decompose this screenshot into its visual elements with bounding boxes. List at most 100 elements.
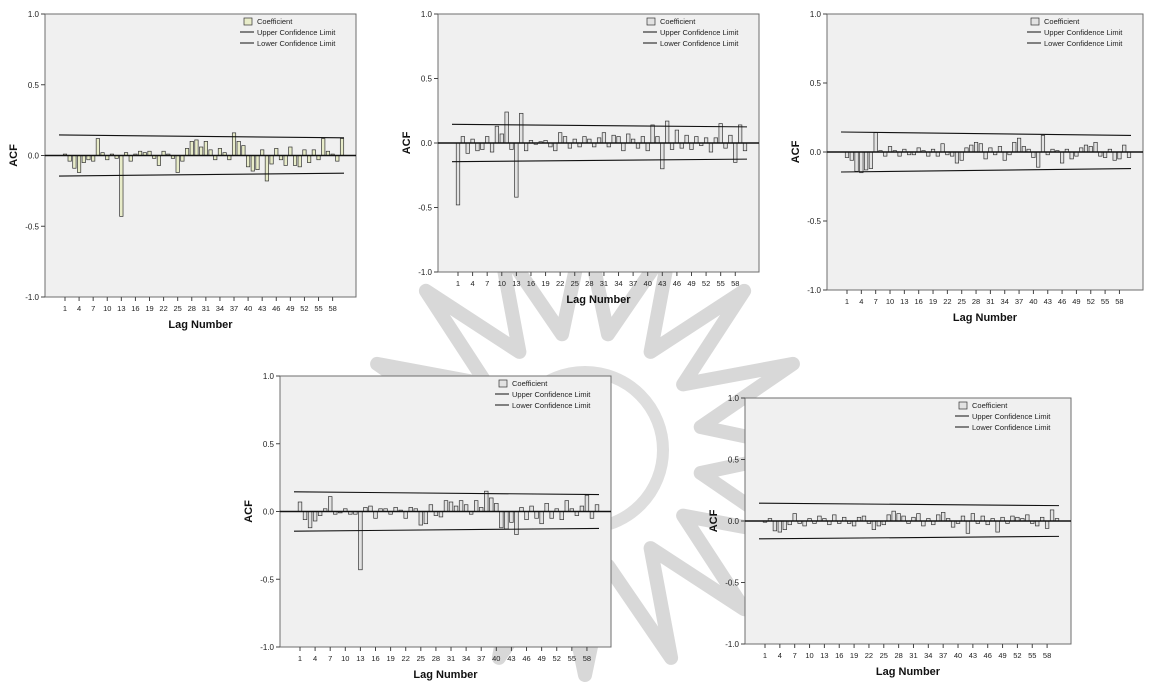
upper-confidence-line bbox=[451, 123, 748, 128]
x-tick-label: 22 bbox=[865, 651, 873, 660]
x-tick-label: 1 bbox=[845, 297, 849, 306]
acf-bar bbox=[579, 505, 585, 512]
x-tick-label: 58 bbox=[1115, 297, 1123, 306]
y-tick-label: 1.0 bbox=[810, 10, 822, 19]
y-tick-label: 1.0 bbox=[263, 372, 275, 381]
acf-bar bbox=[1044, 520, 1050, 529]
x-tick-label: 37 bbox=[629, 279, 637, 288]
legend-label-upper: Upper Confidence Limit bbox=[972, 412, 1051, 421]
acf-bar bbox=[489, 142, 495, 153]
acf-bar bbox=[539, 511, 544, 525]
acf-bar bbox=[297, 155, 302, 168]
legend-label-coefficient: Coefficient bbox=[1044, 17, 1080, 26]
y-axis-label: ACF bbox=[401, 131, 413, 154]
x-tick-label: 28 bbox=[894, 651, 902, 660]
acf-bar bbox=[621, 142, 626, 152]
acf-bar bbox=[626, 133, 631, 144]
acf-bar bbox=[960, 515, 966, 522]
acf-bar bbox=[887, 146, 893, 153]
acf-plot-svg: 1.0 0.5 0.0 -0.5 -1.0 1 4 7 10 13 16 19 22 25 28 31 34 37… bbox=[790, 10, 1144, 324]
x-tick-label: 37 bbox=[230, 304, 238, 313]
acf-bar bbox=[241, 145, 246, 156]
lower-confidence-line bbox=[58, 172, 345, 177]
acf-bar bbox=[264, 155, 269, 182]
x-tick-label: 49 bbox=[537, 654, 545, 663]
acf-bar bbox=[91, 155, 96, 162]
acf-bar bbox=[553, 142, 558, 152]
acf-bar bbox=[868, 151, 873, 169]
acf-bar bbox=[582, 136, 587, 144]
x-tick-label: 34 bbox=[614, 279, 622, 288]
x-axis-label: Lag Number bbox=[413, 669, 478, 681]
acf-bar bbox=[689, 142, 694, 150]
acf-bar bbox=[954, 151, 960, 164]
acf-bar bbox=[584, 494, 590, 512]
x-tick-label: 13 bbox=[512, 279, 520, 288]
acf-chart-1: 1.0 0.5 0.0 -0.5 -1.0 1 4 7 10 13 16 19 22 25 28 31 34 37… bbox=[5, 8, 370, 345]
x-tick-label: 10 bbox=[103, 304, 111, 313]
y-axis-label: ACF bbox=[243, 500, 255, 523]
lower-confidence-line bbox=[840, 168, 1132, 173]
x-tick-label: 19 bbox=[850, 651, 858, 660]
y-tick-label: -0.5 bbox=[725, 579, 739, 588]
x-tick-label: 55 bbox=[1028, 651, 1036, 660]
y-tick-label: -1.0 bbox=[260, 643, 274, 652]
acf-bar bbox=[203, 141, 208, 156]
acf-bar bbox=[694, 136, 699, 144]
y-tick-label: -1.0 bbox=[725, 640, 739, 649]
x-tick-label: 43 bbox=[658, 279, 666, 288]
acf-bar bbox=[489, 497, 494, 512]
x-tick-label: 7 bbox=[874, 297, 878, 306]
x-tick-label: 52 bbox=[1087, 297, 1095, 306]
acf-bar bbox=[1093, 141, 1098, 153]
acf-bar bbox=[307, 511, 313, 529]
x-tick-label: 49 bbox=[998, 651, 1006, 660]
x-tick-label: 49 bbox=[286, 304, 294, 313]
legend-swatch-coefficient bbox=[646, 17, 656, 26]
acf-bar bbox=[443, 500, 449, 512]
legend-label-upper: Upper Confidence Limit bbox=[1044, 28, 1123, 37]
legend-swatch-coefficient bbox=[243, 17, 253, 26]
acf-bar bbox=[255, 155, 260, 170]
acf-bar bbox=[1040, 135, 1046, 153]
acf-bar bbox=[95, 138, 100, 156]
acf-chart-2: 1.0 0.5 0.0 -0.5 -1.0 1 4 7 10 13 16 19 22 25 28 31 34 37… bbox=[398, 8, 773, 320]
y-tick-label: 1.0 bbox=[421, 10, 433, 19]
y-tick-label: 1.0 bbox=[28, 10, 40, 19]
acf-bar bbox=[901, 515, 906, 522]
acf-bar bbox=[293, 155, 298, 166]
acf-bar bbox=[873, 132, 878, 153]
x-tick-label: 43 bbox=[507, 654, 515, 663]
x-tick-label: 52 bbox=[553, 654, 561, 663]
y-tick-label: 0.5 bbox=[421, 75, 433, 84]
acf-bar bbox=[645, 142, 650, 152]
acf-bar bbox=[236, 141, 241, 156]
y-tick-label: -1.0 bbox=[807, 286, 821, 295]
acf-bar bbox=[650, 124, 655, 144]
x-tick-label: 4 bbox=[859, 297, 863, 306]
acf-bar bbox=[335, 155, 340, 162]
acf-bar bbox=[180, 155, 185, 162]
acf-bar bbox=[328, 496, 333, 512]
acf-bar bbox=[448, 501, 454, 512]
x-tick-label: 34 bbox=[1001, 297, 1009, 306]
legend-label-lower: Lower Confidence Limit bbox=[257, 39, 336, 48]
acf-bar bbox=[891, 510, 896, 522]
acf-bar bbox=[844, 151, 850, 158]
acf-bar bbox=[514, 142, 519, 198]
acf-bar bbox=[288, 146, 293, 156]
acf-bar bbox=[474, 500, 479, 512]
x-tick-label: 46 bbox=[984, 651, 992, 660]
x-tick-label: 34 bbox=[924, 651, 932, 660]
y-tick-label: 0.5 bbox=[28, 81, 40, 90]
acf-bar bbox=[1083, 144, 1089, 153]
acf-bar bbox=[558, 132, 563, 144]
acf-bar bbox=[185, 148, 190, 156]
y-axis-label: ACF bbox=[8, 144, 20, 167]
acf-bar bbox=[851, 520, 857, 527]
acf-bar bbox=[499, 511, 504, 529]
legend-label-upper: Upper Confidence Limit bbox=[512, 390, 591, 399]
x-tick-label: 43 bbox=[258, 304, 266, 313]
acf-bar bbox=[544, 503, 549, 512]
acf-bar bbox=[738, 124, 743, 144]
